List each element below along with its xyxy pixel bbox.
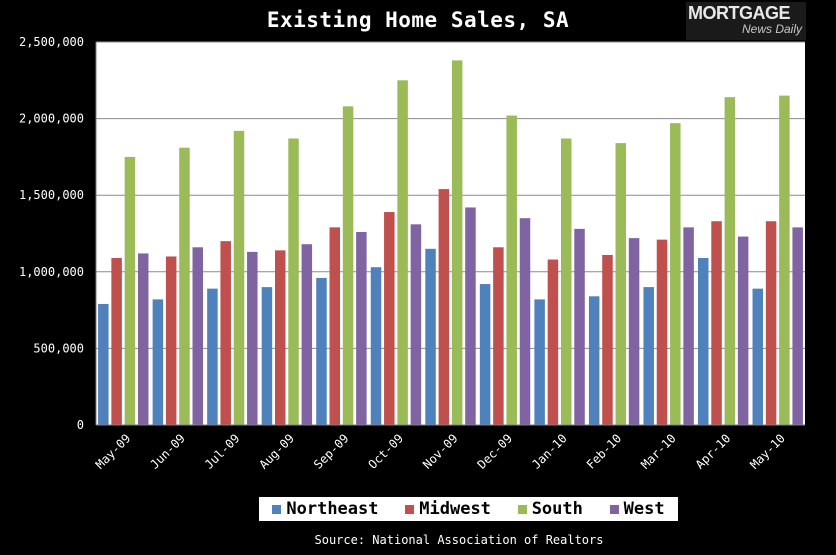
x-tick-label: Sep-09 [311, 431, 352, 472]
legend-label-south: South [532, 499, 583, 519]
bar-south [343, 106, 354, 425]
x-tick-label: Nov-09 [420, 431, 461, 472]
bar-northeast [207, 289, 218, 425]
x-tick-label: Dec-09 [475, 431, 516, 472]
bar-northeast [698, 258, 709, 425]
bar-south [779, 96, 790, 425]
bar-west [629, 238, 640, 425]
bar-south [452, 60, 463, 425]
bar-south [561, 139, 572, 425]
bar-west [138, 253, 149, 425]
legend-label-midwest: Midwest [419, 499, 491, 519]
bar-south [234, 131, 245, 425]
bar-west [465, 207, 476, 425]
legend-label-northeast: Northeast [286, 499, 378, 519]
legend-item-midwest: Midwest [405, 499, 491, 519]
bar-south [506, 116, 517, 425]
legend-swatch-northeast [272, 505, 281, 514]
x-tick-label: Jul-09 [202, 431, 243, 472]
bar-midwest [166, 256, 177, 425]
x-tick-label: Jan-10 [529, 431, 570, 472]
bar-northeast [643, 287, 654, 425]
bar-west [247, 252, 257, 425]
bar-west [738, 237, 749, 425]
y-tick-label: 2,000,000 [19, 112, 84, 126]
y-tick-label: 1,000,000 [19, 265, 84, 279]
legend-swatch-west [610, 505, 619, 514]
x-tick-label: Aug-09 [256, 431, 297, 472]
legend-item-south: South [518, 499, 583, 519]
bar-south [397, 80, 408, 425]
bar-midwest [384, 212, 395, 425]
bar-midwest [766, 221, 777, 425]
bar-midwest [439, 189, 450, 425]
legend-swatch-south [518, 505, 527, 514]
bar-midwest [111, 258, 122, 425]
bar-west [302, 244, 313, 425]
bar-northeast [534, 299, 545, 425]
legend: Northeast Midwest South West [259, 497, 678, 521]
y-tick-label: 0 [77, 418, 84, 432]
bar-west [792, 227, 803, 425]
x-tick-label: May-10 [747, 431, 788, 472]
source-note: Source: National Association of Realtors [0, 533, 836, 547]
bar-northeast [98, 304, 109, 425]
bar-northeast [480, 284, 491, 425]
bar-west [356, 232, 367, 425]
bar-south [179, 148, 190, 425]
bar-west [411, 224, 422, 425]
bar-midwest [493, 247, 504, 425]
bar-midwest [548, 260, 559, 425]
legend-item-west: West [610, 499, 665, 519]
bar-northeast [589, 296, 600, 425]
x-tick-label: Apr-10 [693, 431, 734, 472]
bar-northeast [316, 278, 327, 425]
bar-midwest [711, 221, 722, 425]
legend-label-west: West [624, 499, 665, 519]
bar-midwest [330, 227, 341, 425]
bar-west [683, 227, 694, 425]
bar-south [670, 123, 681, 425]
bar-midwest [657, 240, 668, 425]
x-tick-label: Feb-10 [584, 431, 625, 472]
legend-swatch-midwest [405, 505, 414, 514]
bar-northeast [425, 249, 436, 425]
bar-west [574, 229, 585, 425]
y-tick-label: 2,500,000 [19, 35, 84, 49]
x-tick-label: Mar-10 [638, 431, 679, 472]
bar-northeast [262, 287, 273, 425]
bar-midwest [275, 250, 286, 425]
bar-south [125, 157, 136, 425]
bar-west [193, 247, 204, 425]
x-tick-label: May-09 [93, 431, 134, 472]
bar-west [520, 218, 531, 425]
legend-item-northeast: Northeast [272, 499, 378, 519]
y-tick-label: 500,000 [33, 341, 84, 355]
bar-south [288, 139, 299, 425]
bar-south [725, 97, 736, 425]
bar-northeast [753, 289, 764, 425]
x-tick-label: Jun-09 [147, 431, 188, 472]
bar-northeast [371, 267, 382, 425]
y-tick-label: 1,500,000 [19, 188, 84, 202]
x-tick-label: Oct-09 [366, 431, 407, 472]
bar-northeast [153, 299, 164, 425]
bar-midwest [220, 241, 231, 425]
bar-south [616, 143, 627, 425]
bar-midwest [602, 255, 613, 425]
